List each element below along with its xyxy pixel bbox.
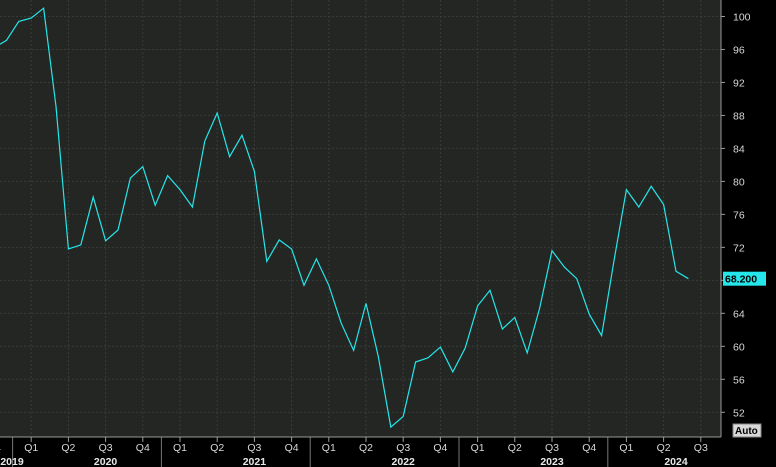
x-tick-label: Q2 <box>61 442 75 454</box>
y-tick-label: 100 <box>733 11 751 23</box>
y-tick-label: 84 <box>733 143 745 155</box>
last-value-label: 68.200 <box>725 274 757 286</box>
series-line <box>0 7 689 429</box>
year-label: 2021 <box>243 456 267 467</box>
right-axis-background <box>721 0 776 437</box>
x-tick-label: Q3 <box>99 442 113 454</box>
x-tick-label: Q4 <box>285 442 299 454</box>
x-tick-label: Q2 <box>359 442 373 454</box>
x-axis-quarter-ticks: Q4 Q1 Q2 Q3 Q4 Q1 Q2 Q3 Q4 Q1 Q2 Q3 Q4 Q1 Q2 Q3 Q4 Q1 Q2 Q3 <box>0 437 708 454</box>
x-tick-label: Q4 <box>136 442 150 454</box>
y-tick-label: 76 <box>733 209 745 221</box>
x-tick-label: Q1 <box>619 442 633 454</box>
plot-background <box>0 0 721 437</box>
x-tick-label: Q1 <box>471 442 485 454</box>
year-label: 2024 <box>664 456 688 467</box>
x-tick-label: Q1 <box>24 442 38 454</box>
y-tick-label: 56 <box>733 374 745 386</box>
gridlines <box>0 0 721 437</box>
x-tick-label: Q3 <box>545 442 559 454</box>
year-dividers <box>12 437 609 467</box>
x-tick-label: Q2 <box>508 442 522 454</box>
y-tick-label: 96 <box>733 44 745 56</box>
x-tick-label: Q3 <box>694 442 708 454</box>
year-label: 2019 <box>0 456 24 467</box>
year-label: 2022 <box>392 456 416 467</box>
x-tick-label: Q2 <box>210 442 224 454</box>
y-tick-label: 52 <box>733 407 745 419</box>
x-tick-label: Q3 <box>396 442 410 454</box>
y-tick-label: 80 <box>733 176 745 188</box>
x-tick-label: Q4 <box>0 442 1 454</box>
year-label: 2023 <box>540 456 564 467</box>
y-tick-label: 64 <box>733 308 745 320</box>
auto-scale-button[interactable]: Auto <box>732 423 762 438</box>
auto-scale-label[interactable]: Auto <box>735 426 758 437</box>
y-tick-label: 60 <box>733 341 745 353</box>
x-axis-year-labels: 2019 2020 2021 2022 2023 2024 <box>0 456 688 467</box>
x-tick-label: Q3 <box>247 442 261 454</box>
x-tick-label: Q4 <box>582 442 596 454</box>
year-label: 2020 <box>94 456 118 467</box>
x-tick-label: Q1 <box>173 442 187 454</box>
x-tick-label: Q2 <box>657 442 671 454</box>
last-value-badge: 68.200 <box>723 271 766 286</box>
y-tick-label: 72 <box>733 242 745 254</box>
y-tick-label: 88 <box>733 110 745 122</box>
bottom-axis-background <box>0 437 776 467</box>
x-tick-label: Q1 <box>322 442 336 454</box>
y-tick-label: 92 <box>733 77 745 89</box>
x-tick-label: Q4 <box>433 442 447 454</box>
